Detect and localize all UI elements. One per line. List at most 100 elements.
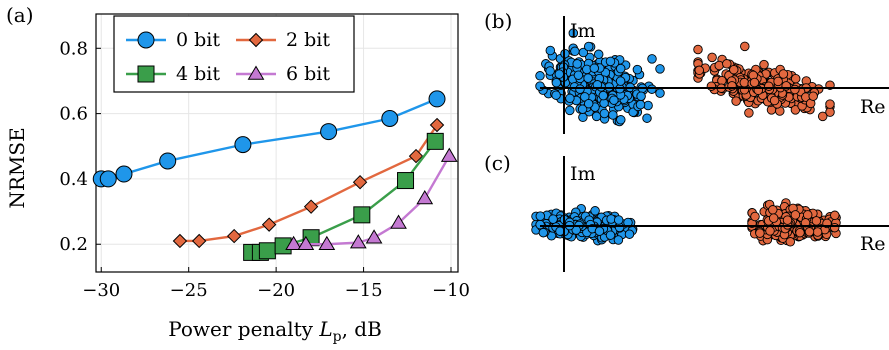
constellation-point: [594, 226, 605, 236]
constellation-point: [635, 99, 646, 110]
x-tick-label: −15: [345, 280, 383, 301]
x-tick-label: −10: [432, 280, 470, 301]
constellation-point: [731, 96, 741, 106]
constellation-point: [764, 81, 774, 91]
constellation-point: [615, 63, 626, 74]
y-tick-label: 0.6: [59, 104, 88, 125]
data-point: [416, 190, 434, 205]
panel-label-c: (c): [484, 151, 511, 175]
constellation-point: [572, 59, 582, 69]
data-point: [159, 152, 177, 170]
legend-entry: 0 bit: [126, 29, 220, 51]
data-point: [365, 229, 383, 244]
constellation-point: [790, 73, 801, 84]
constellation-point: [825, 99, 835, 109]
constellation-point: [830, 210, 840, 221]
data-point: [426, 132, 444, 150]
constellation-point: [782, 215, 793, 225]
constellation-point: [632, 64, 643, 75]
x-axis-label-symbol: L: [318, 317, 332, 341]
data-point: [172, 233, 188, 249]
legend-entry: 2 bit: [236, 29, 330, 51]
constellation-point: [707, 52, 717, 63]
legend-label: 4 bit: [176, 63, 220, 85]
data-point: [115, 165, 133, 183]
im-label-c: Im: [570, 163, 596, 185]
constellation-point: [599, 108, 610, 119]
legend-entry: 4 bit: [126, 63, 220, 85]
x-tick-label: −30: [82, 280, 120, 301]
data-point: [408, 148, 424, 164]
constellation-point: [642, 113, 652, 123]
panel-label-b: (b): [484, 9, 512, 33]
data-point: [318, 235, 336, 250]
constellation-point: [768, 213, 779, 223]
constellation-point: [565, 93, 575, 104]
series-6-bit: [285, 147, 458, 250]
constellation-point: [636, 91, 646, 101]
constellation-point: [535, 211, 546, 221]
data-point: [429, 117, 445, 133]
constellation-point: [795, 227, 805, 238]
constellation-point: [655, 88, 665, 98]
constellation-point: [655, 64, 665, 74]
constellation-point: [535, 219, 545, 230]
constellation-point: [613, 215, 624, 225]
panel-a: (a) −30 −25 −20 −15 −10 0.2 0.4 0.6 0.8 NRMSE Po…: [5, 3, 470, 345]
x-axis-label-prefix: Power penalty: [168, 317, 319, 341]
constellation-point: [624, 229, 635, 239]
legend-label: 2 bit: [286, 29, 330, 51]
constellation-point: [583, 41, 594, 52]
constellation-point: [615, 76, 626, 86]
y-tick-label: 0.2: [59, 234, 88, 255]
constellation-point: [804, 227, 815, 237]
constellation-point: [790, 210, 801, 220]
constellation-point: [811, 216, 822, 226]
constellation-point: [769, 95, 780, 106]
series-0-bit: [92, 90, 446, 188]
constellation-point: [706, 81, 717, 91]
constellation-point: [829, 222, 840, 233]
constellation-point: [605, 56, 616, 67]
constellation-point: [568, 28, 579, 38]
constellation-point: [575, 84, 585, 94]
constellation-point: [740, 41, 750, 52]
data-point: [191, 233, 207, 249]
panel-b: (b) Im Re: [484, 9, 889, 134]
series-2-bit: [172, 117, 445, 249]
data-point: [352, 174, 368, 190]
data-point: [261, 217, 277, 232]
data-point: [381, 110, 399, 128]
constellation-point: [573, 70, 584, 80]
constellation-point: [583, 98, 594, 109]
constellation-point: [750, 211, 760, 222]
data-point: [258, 242, 276, 260]
ticks-a: −30 −25 −20 −15 −10 0.2 0.4 0.6 0.8: [59, 38, 470, 301]
constellation-point: [545, 66, 555, 76]
constellation-point: [755, 228, 765, 238]
constellation-point: [565, 105, 575, 116]
constellation-point: [790, 84, 800, 95]
legend-label: 6 bit: [286, 63, 330, 85]
x-axis-label: Power penalty Lp, dB: [168, 317, 382, 345]
constellation-point: [590, 206, 600, 216]
re-label-b: Re: [860, 96, 886, 118]
constellation-point: [808, 91, 818, 101]
legend-marker: [137, 31, 155, 49]
constellation-point: [722, 59, 732, 69]
constellation-point: [554, 69, 565, 79]
data-point: [297, 235, 315, 250]
data-point: [320, 123, 338, 141]
constellation-point: [765, 226, 775, 236]
legend-marker: [248, 32, 264, 48]
im-label-b: Im: [570, 20, 596, 42]
constellation-point: [739, 77, 750, 88]
constellation-point: [570, 46, 580, 57]
data-point: [397, 172, 415, 190]
constellation-point: [817, 111, 828, 122]
plot-frame-a: [95, 13, 459, 273]
constellation-point: [749, 77, 760, 88]
data-point: [428, 90, 446, 108]
data-point: [353, 206, 371, 224]
